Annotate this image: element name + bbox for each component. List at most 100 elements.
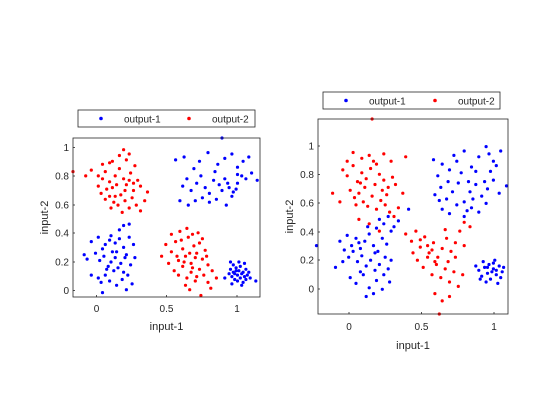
point-output-1	[474, 169, 478, 173]
point-output-2	[363, 185, 367, 189]
point-output-1	[357, 241, 361, 245]
point-output-1	[124, 253, 128, 257]
point-output-1	[240, 283, 244, 287]
point-output-1	[377, 217, 381, 221]
chart-panel-left: output-1 output-2 0 0.5 1 0 0.2 0.4 0.6 …	[39, 109, 261, 333]
point-output-2	[436, 255, 440, 259]
point-output-2	[468, 225, 472, 229]
point-output-2	[433, 260, 437, 264]
point-output-2	[214, 276, 218, 280]
point-output-1	[446, 180, 450, 184]
point-output-2	[127, 206, 131, 210]
point-output-1	[82, 253, 86, 257]
point-output-2	[195, 275, 199, 279]
point-output-2	[202, 273, 206, 277]
point-output-2	[138, 209, 143, 213]
point-output-2	[369, 166, 373, 171]
point-output-1	[189, 188, 193, 193]
point-output-1	[354, 281, 358, 285]
point-output-1	[207, 200, 211, 204]
point-output-1	[491, 261, 495, 265]
point-output-1	[499, 149, 503, 153]
point-output-2	[447, 280, 452, 284]
y-tick-label: 0.6	[300, 199, 314, 210]
point-output-2	[385, 193, 389, 197]
point-output-1	[181, 184, 185, 188]
point-output-1	[480, 274, 484, 278]
point-output-2	[181, 247, 185, 251]
point-output-2	[192, 244, 196, 248]
point-output-1	[237, 269, 241, 273]
point-output-1	[127, 235, 131, 239]
point-output-1	[455, 159, 459, 163]
point-output-2	[446, 260, 450, 264]
legend-box	[77, 109, 256, 128]
point-output-1	[456, 181, 460, 185]
point-output-2	[129, 171, 133, 175]
point-output-1	[452, 153, 456, 157]
point-output-2	[127, 178, 131, 182]
point-output-1	[314, 244, 319, 248]
point-output-1	[106, 264, 110, 268]
point-output-1	[355, 260, 360, 264]
point-output-2	[89, 168, 93, 172]
point-output-2	[117, 167, 121, 171]
point-output-1	[235, 181, 240, 185]
point-output-2	[167, 261, 171, 265]
point-output-1	[496, 281, 500, 285]
point-output-2	[200, 257, 204, 261]
point-output-2	[169, 232, 173, 236]
point-output-2	[178, 229, 182, 233]
point-output-1	[371, 244, 376, 248]
point-output-2	[124, 158, 128, 162]
point-output-1	[116, 266, 120, 270]
x-tick-label: 0.5	[160, 304, 174, 315]
point-output-2	[383, 203, 387, 207]
legend-marker-output-2	[187, 116, 191, 121]
point-output-1	[241, 270, 245, 274]
legend-left: output-1 output-2	[77, 109, 256, 128]
point-output-1	[123, 256, 127, 260]
point-output-2	[172, 269, 176, 273]
point-output-1	[445, 197, 449, 201]
point-output-1	[351, 249, 355, 253]
y-tick-label: 1	[63, 143, 69, 154]
point-output-1	[491, 267, 495, 271]
point-output-2	[415, 258, 419, 262]
point-output-1	[380, 287, 384, 291]
point-output-1	[240, 174, 244, 178]
point-output-2	[193, 256, 197, 260]
point-output-2	[331, 191, 335, 195]
point-output-1	[237, 260, 241, 264]
point-output-1	[103, 273, 107, 277]
point-output-2	[175, 254, 179, 258]
point-output-1	[437, 198, 441, 203]
point-output-1	[233, 272, 237, 276]
point-output-1	[389, 258, 393, 262]
point-output-2	[377, 229, 381, 233]
point-output-1	[386, 267, 390, 271]
point-output-2	[123, 199, 127, 203]
point-output-2	[341, 168, 345, 172]
point-output-2	[189, 270, 193, 274]
point-output-1	[108, 279, 112, 283]
point-output-1	[113, 241, 117, 245]
point-output-2	[188, 288, 192, 292]
point-output-1	[233, 277, 237, 282]
point-output-1	[477, 268, 481, 272]
point-output-2	[360, 156, 364, 160]
x-tick-label: 0	[94, 304, 100, 315]
point-output-1	[345, 233, 349, 237]
point-output-2	[103, 197, 107, 201]
y-tick-label: 0.8	[300, 170, 314, 181]
point-output-1	[469, 206, 474, 210]
point-output-2	[84, 174, 88, 178]
point-output-2	[354, 203, 358, 207]
point-output-2	[145, 190, 150, 194]
point-output-2	[433, 292, 437, 296]
point-output-2	[109, 206, 113, 210]
point-output-1	[230, 194, 234, 198]
x-tick-label: 0.5	[415, 322, 429, 333]
point-output-1	[386, 214, 390, 219]
point-output-1	[127, 222, 131, 226]
